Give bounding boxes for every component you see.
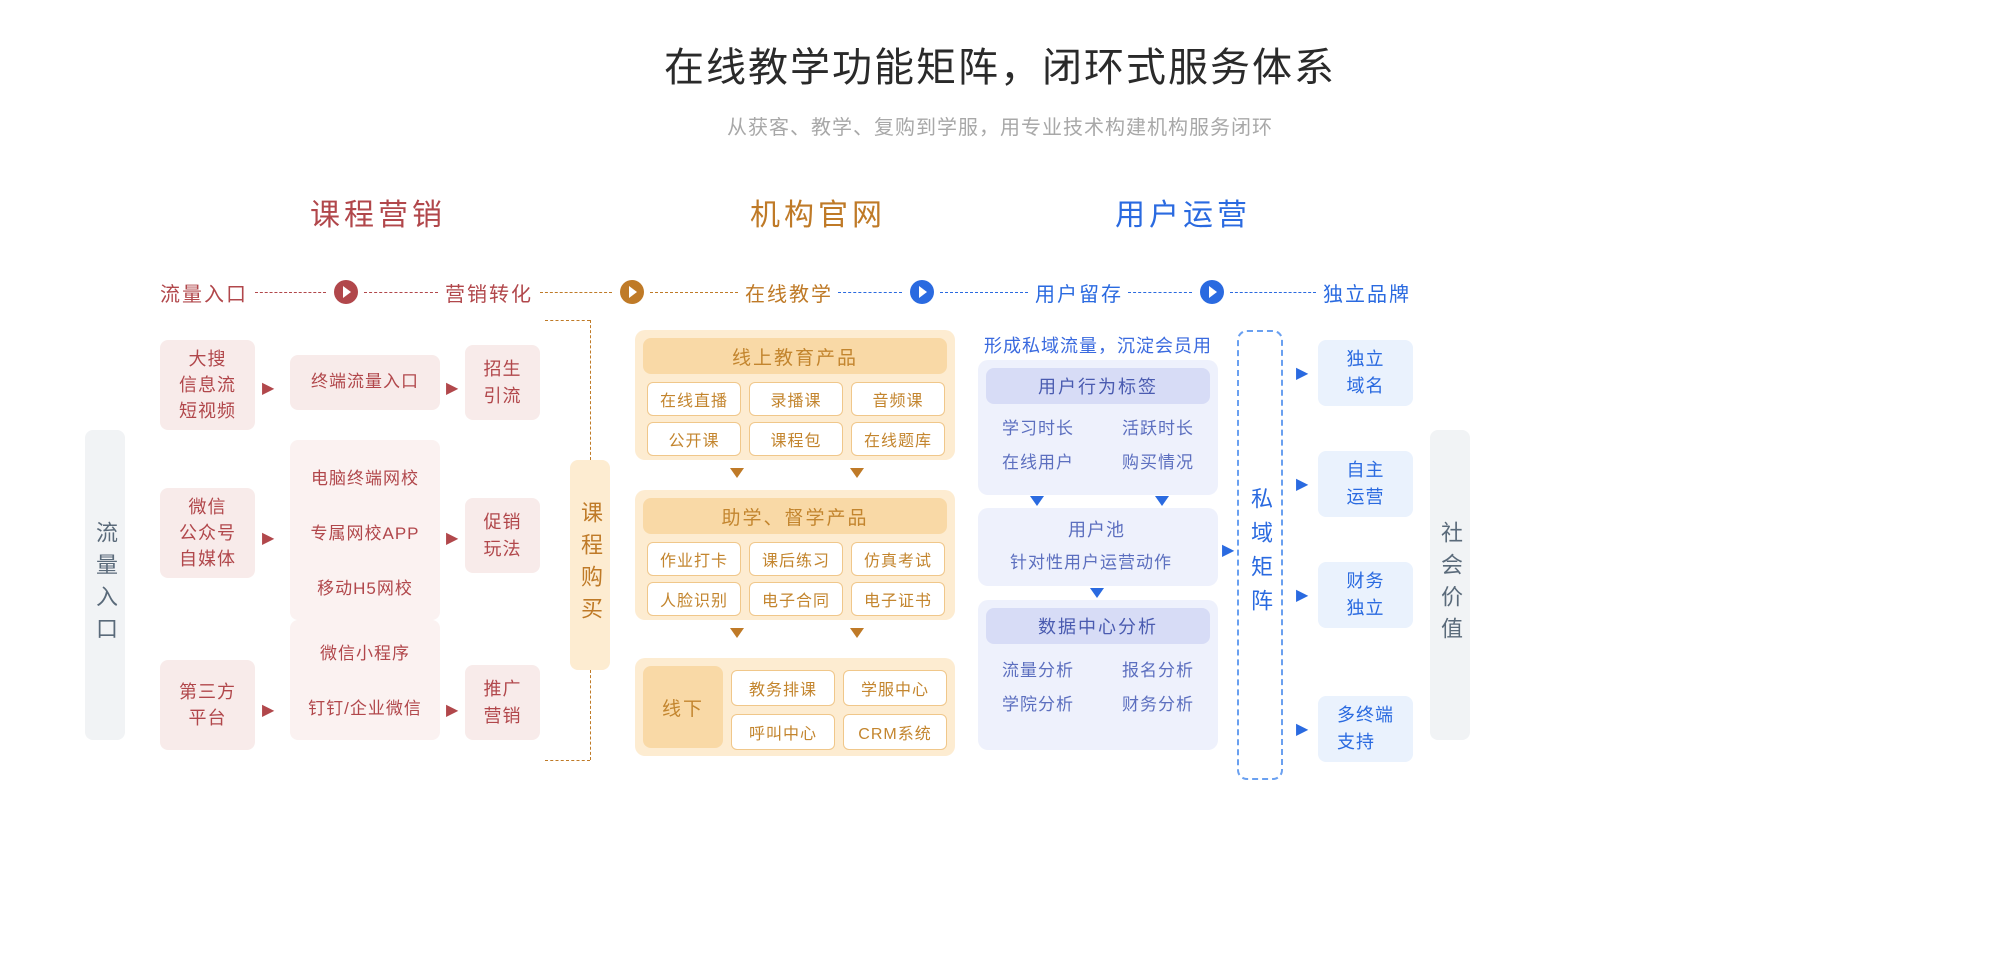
- play-icon: [910, 280, 934, 304]
- connector: [545, 320, 590, 321]
- op-tag: 在线用户: [1002, 448, 1074, 473]
- conversion-box: 促销玩法: [465, 498, 540, 573]
- caret-icon: ▶: [446, 528, 458, 548]
- teaching-chip: 课后练习: [749, 542, 843, 576]
- conversion-box: 推广营销: [465, 665, 540, 740]
- section-header: 课程营销: [310, 190, 446, 234]
- caret-down-icon: [1155, 496, 1169, 506]
- op-pool-sub: 针对性用户运营动作: [1010, 548, 1172, 573]
- conversion-box: 招生引流: [465, 345, 540, 420]
- teaching-chip: 电子合同: [749, 582, 843, 616]
- traffic-source: 第三方平台: [160, 660, 255, 750]
- play-icon: [1200, 280, 1224, 304]
- stage-connector: [364, 292, 438, 293]
- stage-connector: [540, 292, 612, 293]
- section-header: 用户运营: [1115, 190, 1251, 234]
- stage-connector: [1128, 292, 1192, 293]
- channel-item: 钉钉/企业微信: [290, 685, 440, 733]
- caret-down-icon: [1030, 496, 1044, 506]
- section-header: 机构官网: [750, 190, 886, 234]
- op-band: 用户行为标签: [986, 368, 1210, 404]
- brand-box: 自主运营: [1318, 451, 1413, 517]
- caret-icon: ▶: [446, 700, 458, 720]
- caret-icon: ▶: [262, 528, 274, 548]
- stage-connector: [838, 292, 902, 293]
- stage-label: 用户留存: [1035, 278, 1123, 307]
- channel-item: 微信小程序: [290, 630, 440, 678]
- teaching-chip: 录播课: [749, 382, 843, 416]
- stage-connector: [940, 292, 1028, 293]
- caret-icon: ▶: [1296, 585, 1308, 605]
- teaching-chip: 在线直播: [647, 382, 741, 416]
- caret-down-icon: [730, 468, 744, 478]
- teaching-chip: 人脸识别: [647, 582, 741, 616]
- teaching-chip: 公开课: [647, 422, 741, 456]
- stage-label: 营销转化: [445, 278, 533, 307]
- page-title: 在线教学功能矩阵，闭环式服务体系: [0, 0, 2000, 93]
- caret-down-icon: [850, 628, 864, 638]
- teaching-chip: 作业打卡: [647, 542, 741, 576]
- op-analysis: 流量分析: [1002, 656, 1074, 681]
- teaching-chip: CRM系统: [843, 714, 947, 750]
- play-icon: [620, 280, 644, 304]
- stage-connector: [255, 292, 326, 293]
- caret-icon: ▶: [262, 700, 274, 720]
- stage-label: 独立品牌: [1323, 278, 1411, 307]
- connector: [590, 670, 591, 760]
- caret-icon: ▶: [446, 378, 458, 398]
- connector: [590, 320, 591, 460]
- teaching-chip: 教务排课: [731, 670, 835, 706]
- brand-box: 独立域名: [1318, 340, 1413, 406]
- op-analysis: 财务分析: [1122, 690, 1194, 715]
- pillar-matrix: 私域矩阵: [1237, 330, 1283, 780]
- caret-icon: ▶: [262, 378, 274, 398]
- op-band: 数据中心分析: [986, 608, 1210, 644]
- play-icon: [334, 280, 358, 304]
- channel-item: 专属网校APP: [290, 510, 440, 558]
- teaching-title: 线上教育产品: [643, 338, 947, 374]
- pillar: 流量入口: [85, 430, 125, 740]
- caret-down-icon: [850, 468, 864, 478]
- caret-down-icon: [1090, 588, 1104, 598]
- pillar: 课程购买: [570, 460, 610, 670]
- teaching-chip: 呼叫中心: [731, 714, 835, 750]
- op-pool-title: 用户池: [1068, 516, 1125, 542]
- brand-box: 多终端支持: [1318, 696, 1413, 762]
- op-analysis: 报名分析: [1122, 656, 1194, 681]
- caret-icon: ▶: [1296, 363, 1308, 383]
- page-subtitle: 从获客、教学、复购到学服，用专业技术构建机构服务闭环: [0, 111, 2000, 140]
- connector: [545, 760, 590, 761]
- stage-row: 流量入口 营销转化 在线教学 用户留存 独立品牌: [0, 278, 2000, 308]
- stage-connector: [650, 292, 738, 293]
- teaching-chip: 在线题库: [851, 422, 945, 456]
- teaching-title: 助学、督学产品: [643, 498, 947, 534]
- teaching-chip: 仿真考试: [851, 542, 945, 576]
- traffic-source: 大搜信息流短视频: [160, 340, 255, 430]
- op-tag: 学习时长: [1002, 414, 1074, 439]
- op-tag: 购买情况: [1122, 448, 1194, 473]
- op-tag: 活跃时长: [1122, 414, 1194, 439]
- caret-icon: ▶: [1296, 474, 1308, 494]
- stage-label: 在线教学: [745, 278, 833, 307]
- teaching-chip: 学服中心: [843, 670, 947, 706]
- caret-icon: ▶: [1296, 719, 1308, 739]
- caret-down-icon: [730, 628, 744, 638]
- brand-box: 财务独立: [1318, 562, 1413, 628]
- pillar: 社会价值: [1430, 430, 1470, 740]
- stage-connector: [1230, 292, 1316, 293]
- channel-item: 移动H5网校: [290, 565, 440, 613]
- teaching-chip: 电子证书: [851, 582, 945, 616]
- teaching-title: 线下: [643, 666, 723, 748]
- channel-item: 终端流量入口: [290, 355, 440, 410]
- stage-label: 流量入口: [160, 278, 248, 307]
- caret-icon: ▶: [1222, 540, 1234, 560]
- channel-item: 电脑终端网校: [290, 455, 440, 503]
- teaching-chip: 课程包: [749, 422, 843, 456]
- traffic-source: 微信公众号自媒体: [160, 488, 255, 578]
- op-analysis: 学院分析: [1002, 690, 1074, 715]
- teaching-chip: 音频课: [851, 382, 945, 416]
